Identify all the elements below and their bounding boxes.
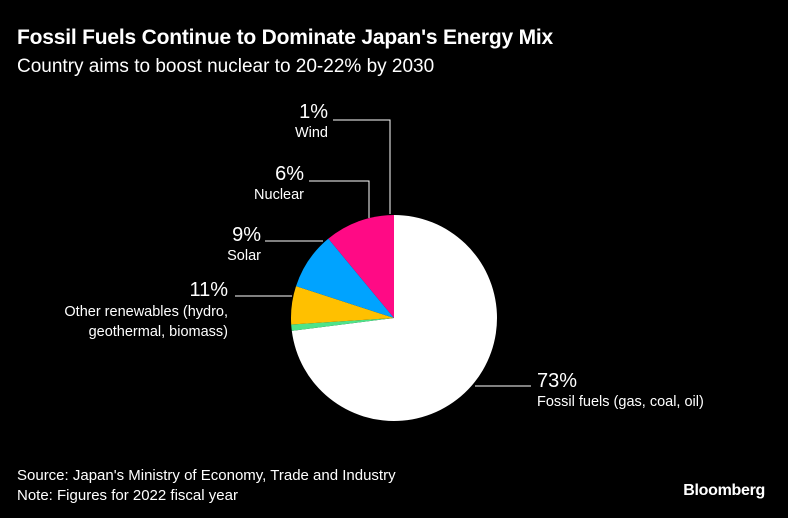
leader-line-nuclear — [309, 180, 370, 218]
chart-subtitle: Country aims to boost nuclear to 20-22% … — [17, 56, 435, 77]
category-label-solar: Solar — [227, 248, 261, 264]
value-label-wind: 1% — [299, 101, 328, 123]
category-label-wind: Wind — [295, 125, 328, 141]
category-label-other: Other renewables (hydro, — [64, 304, 228, 320]
category-label-nuclear: Nuclear — [254, 187, 304, 203]
source-note: Source: Japan's Ministry of Economy, Tra… — [17, 467, 396, 484]
value-label-solar: 9% — [232, 224, 261, 246]
chart-footer: Source: Japan's Ministry of Economy, Tra… — [17, 466, 396, 506]
value-label-nuclear: 6% — [275, 163, 304, 185]
pie-slice-fossil — [291, 215, 497, 421]
fiscal-year-note: Note: Figures for 2022 fiscal year — [17, 487, 238, 504]
category-label-fossil: Fossil fuels (gas, coal, oil) — [537, 394, 704, 410]
chart-title: Fossil Fuels Continue to Dominate Japan'… — [17, 26, 554, 49]
category-label-other: geothermal, biomass) — [89, 324, 228, 340]
pie-slice-solar — [296, 238, 394, 318]
pie-slice-nuclear — [290, 286, 394, 325]
leader-line-wind — [333, 119, 391, 214]
pie-slice-wind — [291, 318, 394, 331]
bloomberg-logo: Bloomberg — [683, 482, 765, 499]
value-label-fossil: 73% — [537, 370, 577, 392]
pie-slice-other — [328, 215, 394, 318]
value-label-other: 11% — [189, 279, 228, 301]
